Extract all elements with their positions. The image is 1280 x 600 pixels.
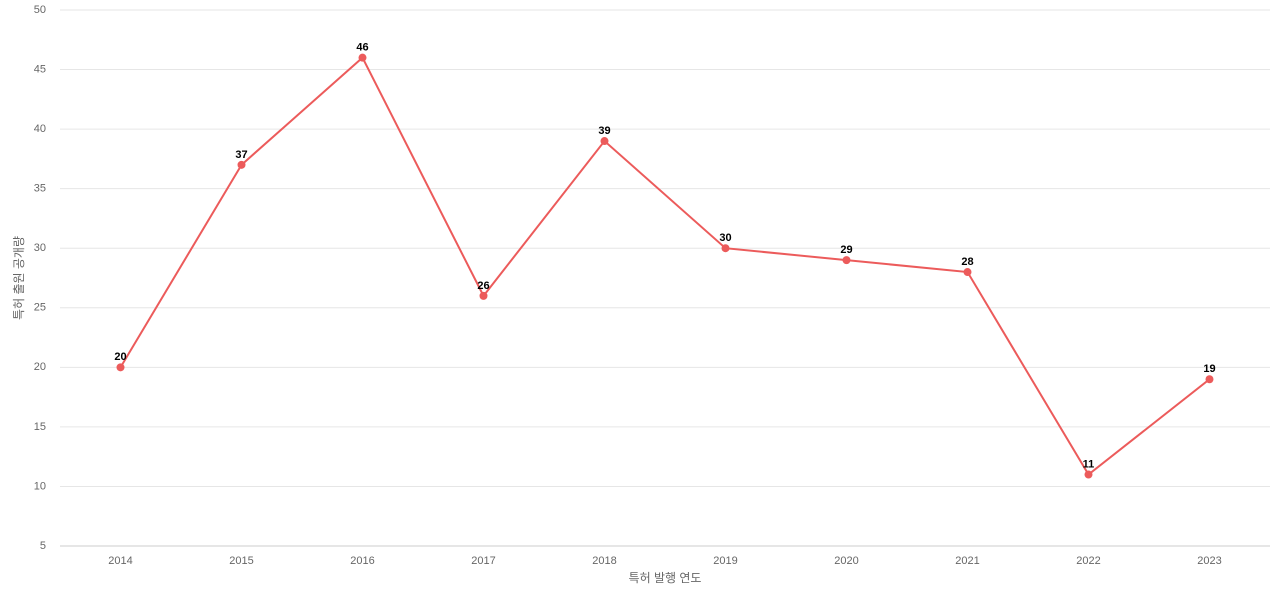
value-label: 19	[1203, 363, 1215, 375]
point	[1084, 470, 1093, 479]
point	[358, 53, 367, 62]
point	[116, 363, 125, 372]
value-label: 46	[356, 42, 368, 54]
y-tick-label: 50	[34, 4, 46, 16]
value-label: 20	[114, 351, 126, 363]
value-label: 11	[1083, 458, 1095, 470]
value-label: 37	[235, 149, 247, 161]
value-label: 26	[477, 280, 489, 292]
x-tick-label: 2022	[1076, 555, 1100, 567]
point	[237, 160, 246, 169]
x-tick-label: 2020	[834, 555, 858, 567]
value-label: 29	[840, 244, 852, 256]
value-label: 39	[598, 125, 610, 137]
line	[119, 56, 1211, 477]
y-tick-label: 10	[34, 480, 46, 492]
value-label: 30	[719, 232, 731, 244]
x-tick-label: 2017	[471, 555, 495, 567]
value-label: 28	[961, 256, 973, 268]
x-axis-title: 특허 발행 연도	[629, 570, 702, 585]
point	[600, 137, 609, 146]
point	[721, 244, 730, 253]
y-tick-label: 35	[34, 183, 46, 195]
y-tick-label: 40	[34, 123, 46, 135]
y-tick-label: 20	[34, 361, 46, 373]
y-tick-label: 45	[34, 63, 46, 75]
x-tick-label: 2021	[955, 555, 979, 567]
x-tick-label: 2014	[108, 555, 132, 567]
point	[963, 268, 972, 277]
y-axis-title: 특허 출원 공개량	[12, 236, 26, 320]
y-tick-label: 5	[40, 540, 46, 552]
x-tick-label: 2019	[713, 555, 737, 567]
y-tick-label: 30	[34, 242, 46, 254]
x-tick-label: 2016	[350, 555, 374, 567]
point	[842, 256, 851, 265]
x-tick-label: 2023	[1197, 555, 1221, 567]
point	[479, 291, 488, 300]
point	[1205, 375, 1214, 384]
x-tick-label: 2015	[229, 555, 253, 567]
y-tick-label: 15	[34, 421, 46, 433]
x-tick-label: 2018	[592, 555, 616, 567]
y-tick-label: 25	[34, 302, 46, 314]
